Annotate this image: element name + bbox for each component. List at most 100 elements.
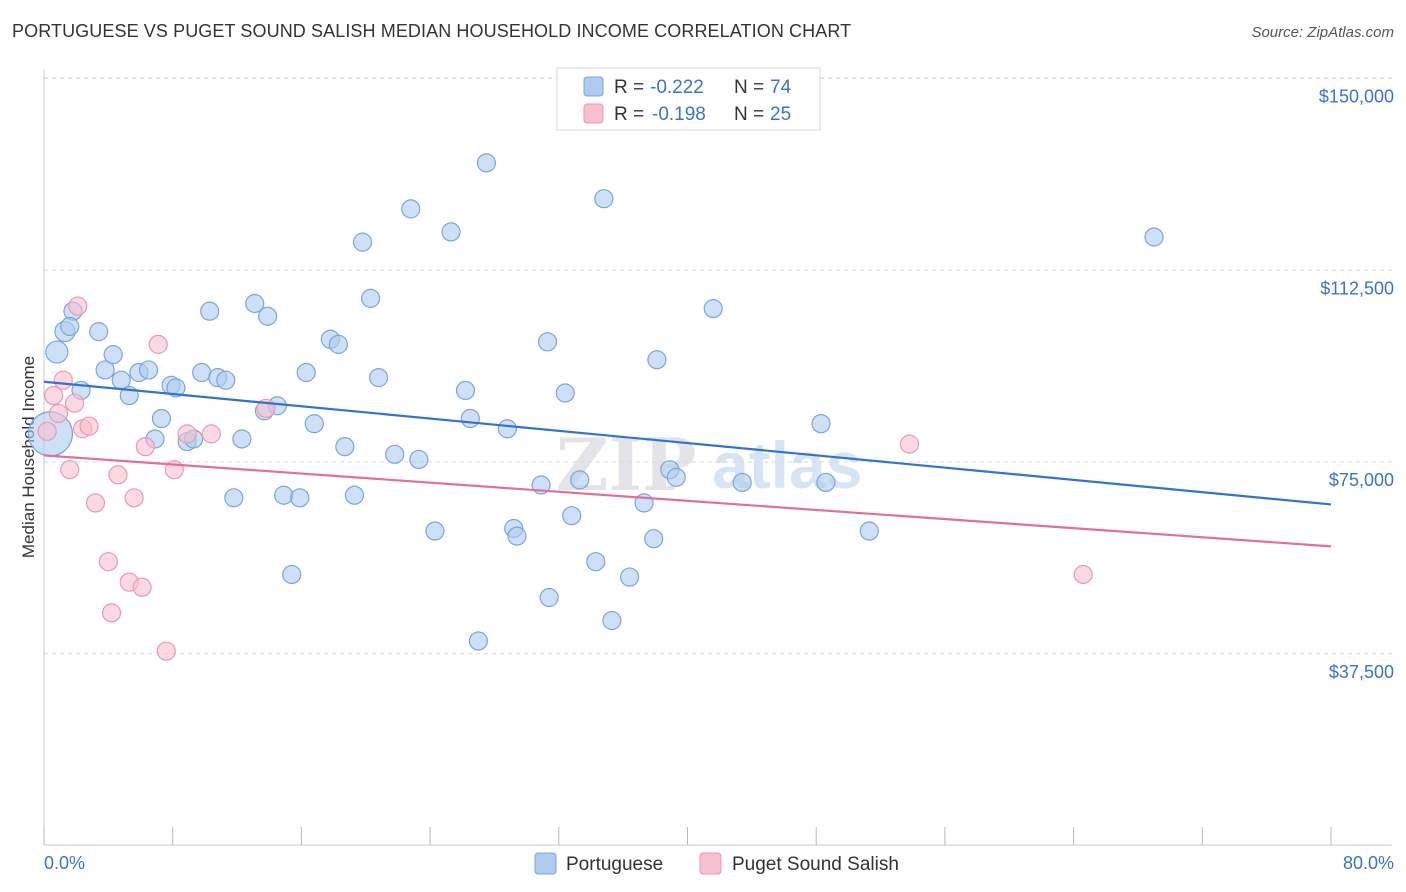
- point-portuguese-32: [296, 362, 316, 383]
- point-portuguese-54: [537, 332, 558, 352]
- point-puget-sound-salish-4: [60, 460, 80, 480]
- point-portuguese-43: [409, 449, 429, 470]
- point-portuguese-7: [95, 360, 115, 380]
- point-puget-sound-salish-0: [37, 421, 57, 441]
- point-portuguese-53: [539, 587, 559, 608]
- point-portuguese-58: [586, 552, 606, 572]
- point-portuguese-51: [507, 526, 527, 546]
- point-puget-sound-salish-12: [108, 465, 128, 485]
- point-portuguese-55: [555, 383, 575, 403]
- series-legend-label-portuguese: Portuguese: [566, 854, 663, 875]
- point-portuguese-4: [60, 316, 80, 337]
- point-portuguese-12: [138, 360, 159, 380]
- point-portuguese-19: [192, 362, 212, 383]
- point-portuguese-1: [45, 340, 69, 364]
- point-puget-sound-salish-24: [1073, 564, 1093, 585]
- legend-n-value-2: 25: [770, 104, 791, 125]
- x-tick-label-min: 0.0%: [44, 853, 85, 873]
- y-tick-label-112500: $112,500: [1320, 278, 1394, 298]
- legend-n-label-2: N =: [734, 104, 764, 125]
- y-axis-title: Median Household Income: [19, 356, 38, 558]
- point-portuguese-6: [89, 322, 109, 342]
- point-portuguese-60: [602, 610, 622, 631]
- point-portuguese-49: [497, 419, 517, 439]
- point-puget-sound-salish-21: [201, 424, 221, 444]
- point-puget-sound-salish-9: [85, 493, 106, 513]
- point-portuguese-30: [282, 564, 302, 585]
- point-portuguese-33: [304, 414, 324, 434]
- legend-r-value-2: -0.198: [652, 104, 706, 125]
- point-portuguese-66: [666, 467, 686, 487]
- point-portuguese-22: [216, 370, 236, 390]
- point-portuguese-72: [1144, 227, 1164, 247]
- point-portuguese-63: [644, 529, 664, 549]
- point-portuguese-35: [328, 334, 349, 354]
- point-portuguese-56: [562, 506, 582, 526]
- point-puget-sound-salish-3: [53, 370, 73, 390]
- point-portuguese-67: [703, 299, 723, 319]
- point-puget-sound-salish-17: [148, 334, 168, 354]
- stats-legend: R = -0.222 N = 74 R = -0.198 N = 25: [556, 67, 821, 131]
- gridlines: [44, 77, 1392, 655]
- point-portuguese-45: [441, 222, 461, 242]
- point-portuguese-47: [460, 408, 480, 429]
- point-portuguese-37: [344, 485, 365, 505]
- y-tick-label-37500: $37,500: [1329, 662, 1394, 682]
- point-portuguese-25: [245, 293, 265, 314]
- point-portuguese-41: [385, 444, 405, 464]
- legend-r-label-2: R =: [614, 104, 644, 125]
- point-portuguese-26: [258, 306, 278, 326]
- point-puget-sound-salish-2: [48, 403, 69, 424]
- y-tick-label-75000: $75,000: [1329, 470, 1394, 490]
- trend-line-portuguese: [43, 380, 1332, 506]
- series-legend-swatch-puget-sound-salish: [699, 852, 722, 875]
- legend-swatch-portuguese: [583, 76, 604, 97]
- point-puget-sound-salish-16: [135, 437, 155, 457]
- point-portuguese-40: [369, 368, 389, 388]
- point-portuguese-70: [816, 472, 836, 493]
- point-portuguese-31: [290, 488, 310, 508]
- x-tick-label-max: 80.0%: [1343, 853, 1394, 873]
- legend-n-value-1: 74: [770, 77, 792, 98]
- point-portuguese-14: [151, 408, 172, 429]
- point-portuguese-36: [335, 437, 355, 457]
- point-puget-sound-salish-10: [98, 552, 118, 572]
- point-puget-sound-salish-14: [124, 488, 144, 508]
- point-portuguese-29: [274, 485, 294, 505]
- point-portuguese-16: [166, 378, 186, 398]
- series-legend: Portuguese Puget Sound Salish: [534, 852, 899, 875]
- chart-title: PORTUGUESE VS PUGET SOUND SALISH MEDIAN …: [12, 21, 852, 41]
- legend-r-value-1: -0.222: [650, 77, 704, 98]
- point-portuguese-48: [476, 153, 497, 173]
- series-legend-swatch-portuguese: [534, 852, 557, 875]
- point-portuguese-20: [200, 301, 220, 321]
- point-portuguese-24: [232, 429, 252, 449]
- legend-swatch-puget-sound-salish: [583, 103, 604, 124]
- watermark-atlas: atlas: [712, 428, 862, 502]
- y-tick-labels: $37,500 $75,000 $112,500 $150,000: [1319, 87, 1394, 682]
- point-portuguese-57: [570, 470, 590, 490]
- y-tick-label-150000: $150,000: [1319, 87, 1394, 107]
- trend-line-puget-sound-salish: [43, 454, 1332, 548]
- point-portuguese-59: [594, 189, 614, 209]
- point-portuguese-46: [455, 380, 476, 401]
- trend-lines: [43, 380, 1332, 548]
- point-puget-sound-salish-15: [132, 577, 152, 597]
- point-portuguese-42: [401, 199, 421, 219]
- point-puget-sound-salish-6: [68, 296, 88, 316]
- point-puget-sound-salish-5: [64, 393, 85, 413]
- source-label: Source: ZipAtlas.com: [1251, 24, 1394, 41]
- point-portuguese-71: [859, 521, 879, 541]
- point-puget-sound-salish-23: [899, 434, 920, 454]
- point-puget-sound-salish-20: [177, 424, 197, 444]
- legend-r-label-1: R =: [614, 77, 644, 98]
- point-puget-sound-salish-18: [156, 641, 176, 661]
- point-portuguese-8: [103, 345, 123, 365]
- point-portuguese-39: [360, 288, 381, 308]
- legend-n-label-1: N =: [734, 77, 764, 98]
- point-portuguese-73: [468, 631, 488, 651]
- point-portuguese-61: [619, 567, 640, 587]
- point-puget-sound-salish-1: [44, 385, 64, 406]
- x-ticks: [43, 827, 1332, 845]
